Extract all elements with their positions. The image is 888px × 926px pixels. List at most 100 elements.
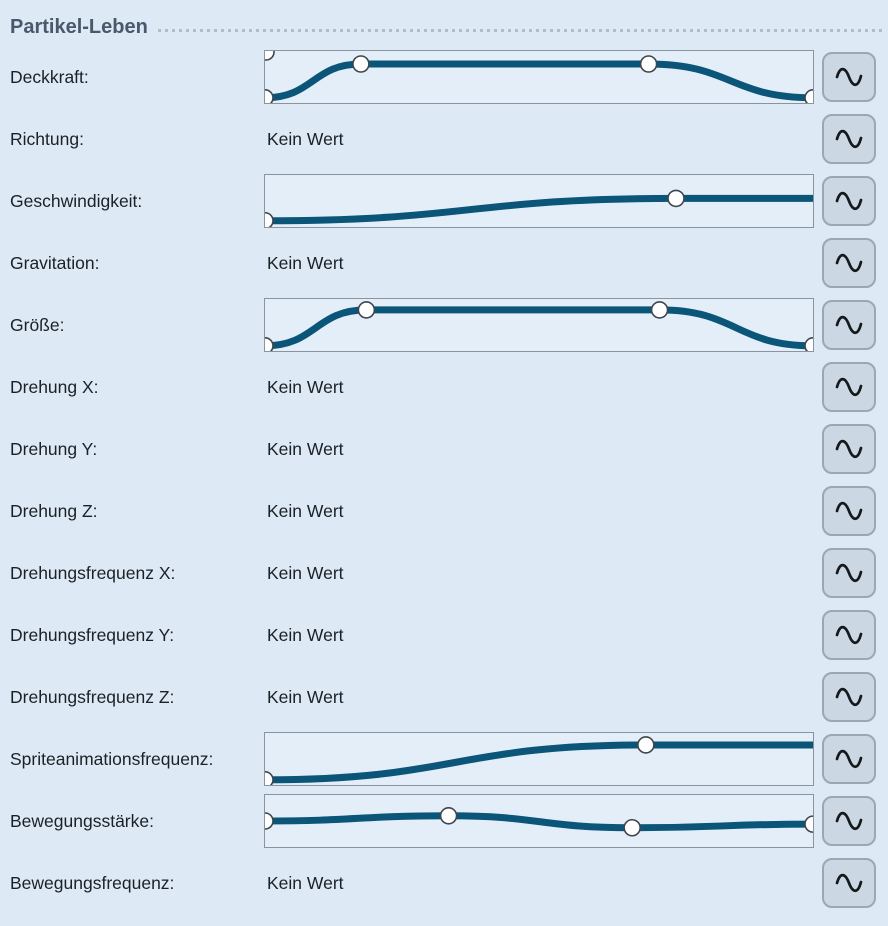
property-label: Geschwindigkeit: <box>10 190 143 211</box>
property-row: Drehungsfrequenz X: Kein Wert <box>0 542 888 604</box>
property-value-area: Kein Wert <box>264 377 814 398</box>
property-label: Spriteanimationsfrequenz: <box>10 748 214 769</box>
property-value-area: Kein Wert <box>264 625 814 646</box>
curve-button[interactable] <box>822 424 876 474</box>
no-value-text: Kein Wert <box>267 624 344 645</box>
property-value-area: Kein Wert <box>264 873 814 894</box>
curve-editor[interactable] <box>264 174 814 228</box>
property-row: Richtung: Kein Wert <box>0 108 888 170</box>
property-label: Richtung: <box>10 128 84 149</box>
property-row: Geschwindigkeit: <box>0 170 888 232</box>
curve-control-point[interactable] <box>639 55 658 73</box>
curve-control-point[interactable] <box>637 736 655 754</box>
curve-control-point[interactable] <box>804 89 813 103</box>
curve-control-point[interactable] <box>265 812 274 830</box>
curve-button[interactable] <box>822 858 876 908</box>
no-value-text: Kein Wert <box>267 252 344 273</box>
curve-control-point[interactable] <box>623 818 641 837</box>
property-label: Drehungsfrequenz Y: <box>10 624 175 645</box>
sine-wave-icon <box>835 687 863 707</box>
property-label: Drehung Z: <box>10 500 98 521</box>
curve-button[interactable] <box>822 362 876 412</box>
no-value-text: Kein Wert <box>267 128 344 149</box>
property-row: Deckkraft: <box>0 46 888 108</box>
property-row: Drehungsfrequenz Y: Kein Wert <box>0 604 888 666</box>
property-row: Drehungsfrequenz Z: Kein Wert <box>0 666 888 728</box>
section-title: Partikel-Leben <box>10 15 148 38</box>
sine-wave-icon <box>835 315 863 335</box>
property-value-area: Kein Wert <box>264 501 814 522</box>
curve-control-point[interactable] <box>265 89 274 103</box>
property-value-area: Kein Wert <box>264 129 814 150</box>
property-row: Drehung Z: Kein Wert <box>0 480 888 542</box>
sine-wave-icon <box>835 67 863 87</box>
sine-wave-icon <box>835 811 863 831</box>
sine-wave-icon <box>835 439 863 459</box>
curve-button[interactable] <box>822 548 876 598</box>
curve-button[interactable] <box>822 176 876 226</box>
sine-wave-icon <box>835 253 863 273</box>
sine-wave-icon <box>835 377 863 397</box>
sine-wave-icon <box>835 625 863 645</box>
curve-button[interactable] <box>822 610 876 660</box>
curve-corner-point[interactable] <box>265 51 275 61</box>
curve-control-point[interactable] <box>804 815 813 833</box>
sine-wave-icon <box>835 129 863 149</box>
property-label: Bewegungsfrequenz: <box>10 872 175 893</box>
curve-editor[interactable] <box>264 50 814 104</box>
dotted-divider <box>157 29 884 32</box>
sine-wave-icon <box>835 873 863 893</box>
curve-editor[interactable] <box>264 794 814 848</box>
no-value-text: Kein Wert <box>267 562 344 583</box>
curve-button[interactable] <box>822 734 876 784</box>
curve-control-point[interactable] <box>650 301 669 319</box>
property-label: Drehung X: <box>10 376 99 397</box>
sine-wave-icon <box>835 191 863 211</box>
no-value-text: Kein Wert <box>267 376 344 397</box>
curve-button[interactable] <box>822 114 876 164</box>
curve-control-point[interactable] <box>265 771 274 785</box>
curve-control-point[interactable] <box>265 211 274 227</box>
curve-button[interactable] <box>822 52 876 102</box>
property-label: Größe: <box>10 314 65 335</box>
property-label: Bewegungsstärke: <box>10 810 154 831</box>
curve-control-point[interactable] <box>439 806 458 825</box>
property-value-area: Kein Wert <box>264 253 814 274</box>
property-row: Größe: <box>0 294 888 356</box>
property-value-area <box>264 50 814 104</box>
curve-button[interactable] <box>822 300 876 350</box>
curve-button[interactable] <box>822 486 876 536</box>
property-row: Spriteanimationsfrequenz: <box>0 728 888 790</box>
property-rows: Deckkraft: Richtung: Kein Wert Geschwindigk… <box>0 46 888 914</box>
no-value-text: Kein Wert <box>267 500 344 521</box>
curve-button[interactable] <box>822 672 876 722</box>
curve-control-point[interactable] <box>352 55 370 73</box>
property-label: Drehung Y: <box>10 438 98 459</box>
curve-editor[interactable] <box>264 298 814 352</box>
curve-control-point[interactable] <box>667 189 685 208</box>
sine-wave-icon <box>835 563 863 583</box>
sine-wave-icon <box>835 501 863 521</box>
sine-wave-icon <box>835 749 863 769</box>
curve-button[interactable] <box>822 796 876 846</box>
property-row: Bewegungsfrequenz: Kein Wert <box>0 852 888 914</box>
property-label: Gravitation: <box>10 252 100 273</box>
section-header: Partikel-Leben <box>10 12 884 42</box>
curve-control-point[interactable] <box>357 301 376 319</box>
property-label: Drehungsfrequenz X: <box>10 562 176 583</box>
property-value-area: Kein Wert <box>264 439 814 460</box>
curve-control-point[interactable] <box>804 337 813 351</box>
property-row: Gravitation: Kein Wert <box>0 232 888 294</box>
no-value-text: Kein Wert <box>267 872 344 893</box>
no-value-text: Kein Wert <box>267 686 344 707</box>
curve-control-point[interactable] <box>265 337 274 351</box>
property-value-area <box>264 794 814 848</box>
curve-plot <box>265 189 813 227</box>
curve-plot <box>265 301 813 351</box>
curve-button[interactable] <box>822 238 876 288</box>
property-value-area <box>264 732 814 786</box>
curve-editor[interactable] <box>264 732 814 786</box>
curve-plot <box>265 736 813 785</box>
property-value-area: Kein Wert <box>264 687 814 708</box>
